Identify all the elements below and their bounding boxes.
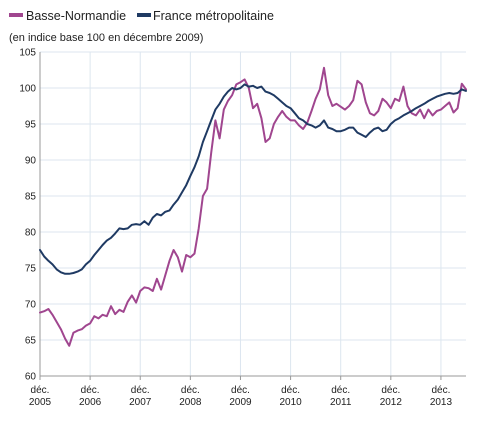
x-tick-label-year: 2011 <box>330 397 352 408</box>
y-tick-label: 105 <box>19 48 36 59</box>
y-tick-label: 60 <box>25 372 37 383</box>
y-axis-ticks: 60 65 70 75 80 85 90 95 100 105 <box>19 48 36 383</box>
x-tick-label-year: 2008 <box>179 397 202 408</box>
legend-swatch-basse-normandie <box>9 13 23 17</box>
x-tick-label-year: 2009 <box>229 397 252 408</box>
x-tick-label-month: déc. <box>81 385 100 396</box>
legend-label-france-metropolitaine: France métropolitaine <box>153 9 274 23</box>
x-tick-label-month: déc. <box>431 385 450 396</box>
x-tick-label-month: déc. <box>181 385 200 396</box>
x-tick-label-year: 2012 <box>380 397 403 408</box>
x-axis-ticks: déc.2005déc.2006déc.2007déc.2008déc.2009… <box>29 376 453 408</box>
y-tick-label: 90 <box>25 156 37 167</box>
y-tick-label: 80 <box>25 228 37 239</box>
legend: Basse-Normandie France métropolitaine <box>9 9 274 23</box>
x-tick-label-month: déc. <box>331 385 350 396</box>
y-tick-label: 70 <box>25 300 37 311</box>
y-tick-label: 75 <box>25 264 37 275</box>
x-tick-label-month: déc. <box>381 385 400 396</box>
series <box>39 66 467 347</box>
x-tick-label-month: déc. <box>231 385 250 396</box>
x-tick-label-month: déc. <box>281 385 300 396</box>
y-tick-label: 85 <box>25 192 37 203</box>
x-tick-label-month: déc. <box>31 385 50 396</box>
y-tick-label: 65 <box>25 336 37 347</box>
x-tick-label-year: 2005 <box>29 397 52 408</box>
legend-swatch-france-metropolitaine <box>137 13 151 17</box>
grid <box>39 51 466 377</box>
series-line-france-metropolitaine <box>39 83 467 275</box>
y-tick-label: 100 <box>19 84 36 95</box>
x-tick-label-year: 2013 <box>430 397 453 408</box>
x-tick-label-year: 2010 <box>279 397 302 408</box>
x-tick-label-year: 2006 <box>79 397 102 408</box>
legend-label-basse-normandie: Basse-Normandie <box>26 9 126 23</box>
y-tick-label: 95 <box>25 120 37 131</box>
chart-subtitle: (en indice base 100 en décembre 2009) <box>9 32 203 44</box>
x-tick-label-month: déc. <box>131 385 150 396</box>
series-line-basse-normandie <box>39 66 467 347</box>
x-tick-label-year: 2007 <box>129 397 152 408</box>
